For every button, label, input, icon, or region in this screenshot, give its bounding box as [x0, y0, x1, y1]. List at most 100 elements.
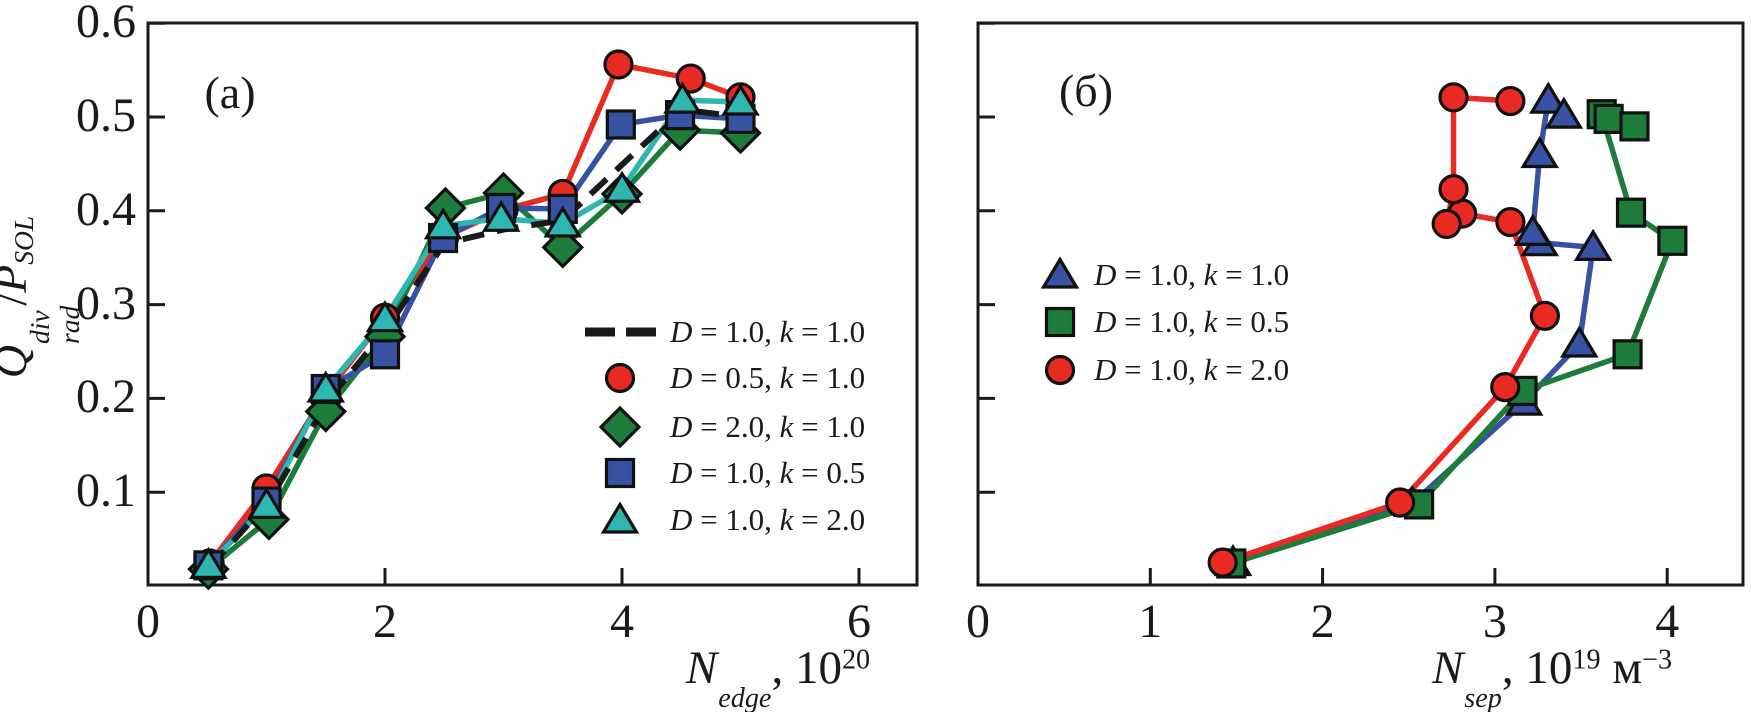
data-point-marker-circle: [1431, 208, 1462, 240]
x-axis-right-unit-exponent: −3: [1642, 644, 1673, 676]
y-tick-label: 0.6: [76, 0, 136, 49]
legend-item: D = 1.0, k = 2.0: [578, 498, 865, 542]
data-point-marker-triangle: [543, 205, 583, 238]
data-point-marker-circle: [603, 49, 634, 80]
data-point-marker-circle: [1490, 372, 1521, 403]
data-point-marker-square: [605, 109, 636, 140]
legend-item-label: D = 1.0, k = 2.0: [670, 502, 866, 537]
data-point-marker-circle: [1207, 547, 1238, 578]
data-point-marker-diamond: [541, 226, 585, 269]
legend-marker-glyph: [1044, 306, 1076, 338]
panel-b-label: (б): [1058, 65, 1114, 116]
legend-marker-square-icon: [578, 451, 662, 495]
legend-item: D = 2.0, k = 1.0: [578, 405, 865, 449]
legend-marker-square-icon: [1034, 300, 1086, 344]
x-axis-left-exponent: 20: [841, 644, 871, 676]
y-tick-label: 0.5: [76, 89, 136, 143]
legend-item-label: D = 0.5, k = 1.0: [670, 360, 866, 395]
legend-marker-triangle-icon: [1034, 253, 1086, 297]
data-point-marker-square: [1593, 103, 1624, 134]
data-point-marker-triangle: [365, 300, 405, 333]
y-tick-label: 0.4: [76, 182, 136, 236]
dashed-line-icon: [578, 325, 662, 339]
data-point-marker-triangle: [423, 207, 463, 240]
y-tick-label: 0.2: [76, 370, 136, 424]
data-point-marker-circle: [604, 362, 636, 394]
legend-marker-glyph: [1044, 354, 1076, 386]
legend-marker-glyph: [598, 405, 642, 449]
legend-marker-diamond-icon: [578, 405, 662, 449]
x-tick-label: 4: [610, 595, 634, 648]
data-point-marker-square: [1657, 225, 1688, 256]
data-point-marker-circle: [1385, 487, 1416, 518]
data-point-marker-triangle: [1513, 213, 1553, 246]
data-point-marker-circle: [1438, 82, 1469, 113]
data-point-marker-square: [1619, 111, 1650, 142]
data-point-marker-triangle: [1040, 256, 1080, 289]
data-point-marker-square: [1044, 306, 1076, 338]
data-point-marker-triangle: [602, 170, 642, 203]
x-tick-label: 2: [373, 595, 397, 648]
data-point-marker-square: [604, 457, 636, 489]
data-point-marker-triangle: [1520, 135, 1560, 169]
x-axis-right-exponent: 19: [1572, 644, 1601, 676]
legend-marker-glyph: [600, 501, 640, 534]
data-point-marker-diamond: [598, 405, 642, 449]
x-tick-label: 0: [136, 595, 160, 648]
data-point-marker-square: [369, 339, 401, 370]
legend-item: D = 0.5, k = 1.0: [578, 356, 865, 400]
legend-item-label: D = 2.0, k = 1.0: [670, 409, 866, 444]
data-point-marker-circle: [1495, 206, 1526, 238]
legend-marker-glyph: [1040, 256, 1080, 289]
data-point-marker-triangle: [1573, 228, 1613, 261]
legend-marker-circle-icon: [578, 356, 662, 400]
x-tick-label: 6: [847, 595, 871, 648]
panel-a-label: (a): [204, 67, 256, 118]
data-point-marker-triangle: [721, 83, 760, 116]
legend-item-label: D = 1.0, k = 1.0: [670, 314, 866, 349]
legend-item-label: D = 1.0, k = 0.5: [1094, 304, 1290, 339]
legend-marker-glyph: [604, 362, 636, 394]
data-point-marker-triangle: [247, 486, 286, 519]
data-point-marker-triangle: [306, 370, 346, 403]
data-point-marker-circle: [1529, 300, 1560, 331]
data-point-marker-square: [1612, 339, 1643, 370]
x-axis-right-sup: sep: [1464, 682, 1502, 712]
data-point-marker-triangle: [663, 81, 702, 114]
x-axis-left-sup: edge: [718, 682, 772, 712]
x-tick-label: 1: [1138, 595, 1163, 648]
data-point-marker-triangle: [1528, 81, 1568, 114]
data-point-marker-circle: [1438, 174, 1469, 205]
panel-b: [976, 21, 1745, 587]
legend-marker-circle-icon: [1034, 348, 1086, 392]
data-point-marker-triangle: [481, 199, 521, 232]
x-tick-label: 2: [1310, 595, 1335, 648]
x-axis-label-right: Nsepe, 1019 м−3: [1431, 642, 1673, 712]
series-line-dashed: [207, 106, 741, 570]
data-point-marker-circle: [1044, 354, 1076, 386]
legend-marker-triangle-icon: [578, 498, 662, 542]
legend-item: D = 1.0, k = 0.5: [578, 451, 865, 495]
data-point-marker-triangle: [189, 546, 228, 579]
legend-item: D = 1.0, k = 1.0: [1034, 253, 1289, 297]
data-point-marker-circle: [1495, 85, 1526, 117]
data-point-marker-triangle: [1560, 325, 1599, 358]
legend-item: D = 1.0, k = 0.5: [1034, 300, 1289, 344]
legend-item-label: D = 1.0, k = 2.0: [1094, 352, 1290, 387]
x-tick-label: 4: [1655, 595, 1680, 648]
data-point-marker-square: [1615, 197, 1647, 228]
legend-item-label: D = 1.0, k = 0.5: [670, 455, 866, 490]
series-line: [206, 127, 741, 572]
x-tick-label: 0: [966, 595, 990, 648]
data-point-marker-triangle: [600, 501, 640, 534]
legend-item: D = 1.0, k = 2.0: [1034, 348, 1289, 392]
legend-item: D = 1.0, k = 1.0: [578, 314, 865, 350]
legend-item-label: D = 1.0, k = 1.0: [1094, 257, 1290, 292]
y-tick-label: 0.3: [76, 276, 136, 330]
x-axis-label-left: NedgeD, 1020: [685, 642, 871, 712]
y-tick-label: 0.1: [76, 464, 136, 518]
series-line: [206, 97, 741, 568]
series-line: [1221, 94, 1548, 566]
